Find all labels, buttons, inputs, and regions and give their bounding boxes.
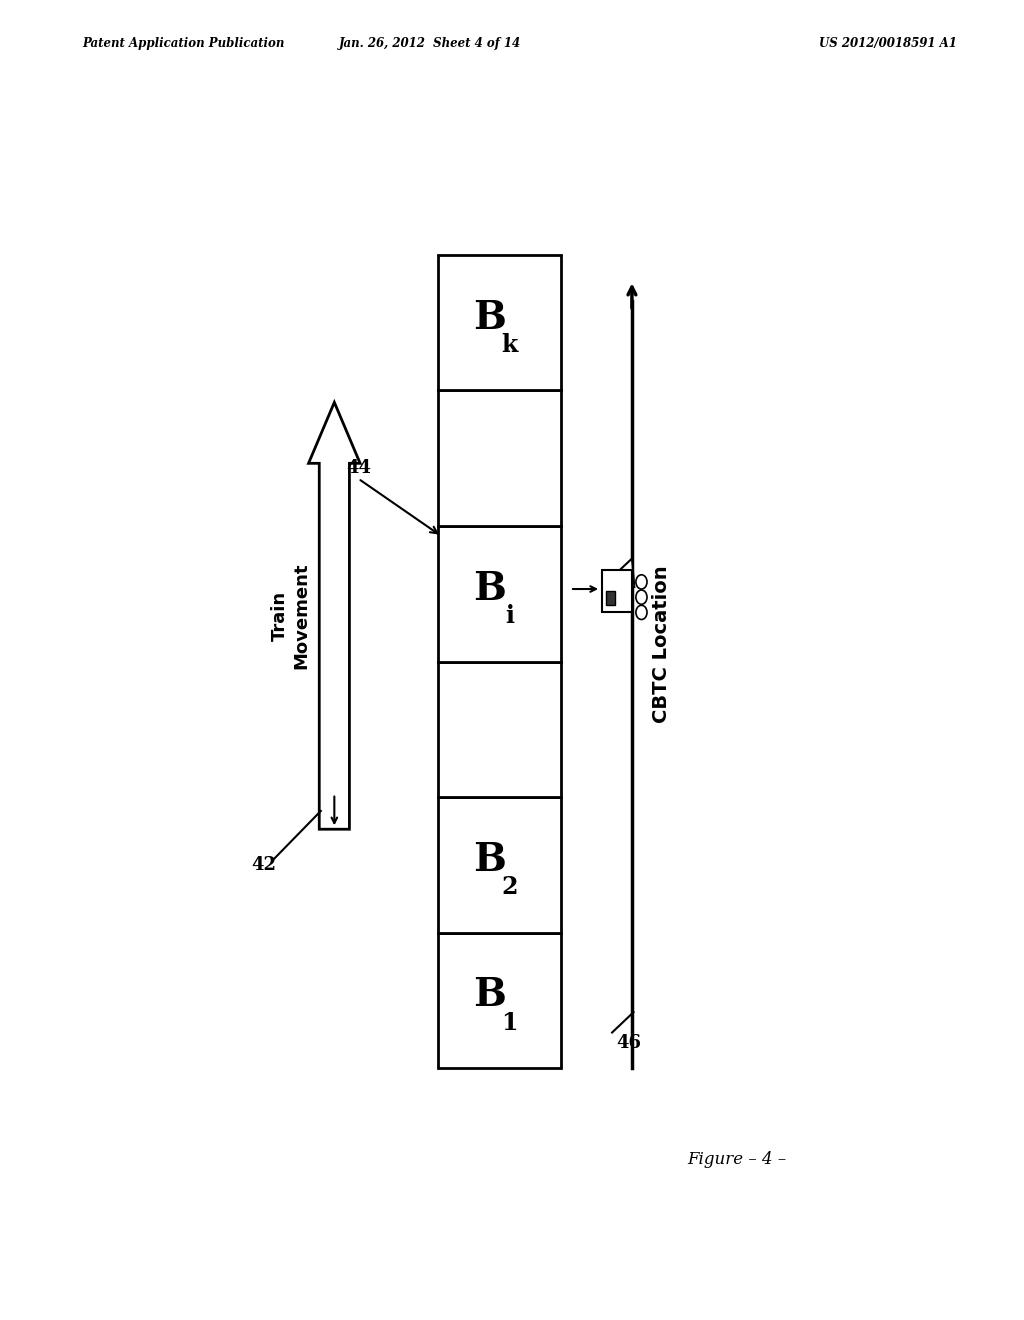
Text: Train
Movement: Train Movement [271,562,310,669]
Bar [437,255,560,391]
Bar [602,570,632,612]
Text: 2: 2 [502,875,518,899]
Text: 42: 42 [251,855,276,874]
Text: i: i [505,605,514,628]
Text: k: k [502,333,518,358]
Bar [437,391,560,525]
Polygon shape [602,558,634,587]
Text: Figure – 4 –: Figure – 4 – [688,1151,786,1168]
Text: 1: 1 [502,1011,518,1035]
Text: B: B [473,977,506,1014]
Bar [437,661,560,797]
Text: 46: 46 [616,1034,641,1052]
Bar [437,525,560,661]
Bar [437,797,560,932]
Text: B: B [473,298,506,337]
Text: 44: 44 [346,459,372,478]
Text: CBTC Location: CBTC Location [652,565,671,722]
Text: Patent Application Publication: Patent Application Publication [82,37,285,50]
Text: B: B [473,570,506,607]
Bar [437,932,560,1068]
Text: Jan. 26, 2012  Sheet 4 of 14: Jan. 26, 2012 Sheet 4 of 14 [339,37,521,50]
Text: US 2012/0018591 A1: US 2012/0018591 A1 [819,37,957,50]
Text: B: B [473,841,506,879]
Bar [606,591,615,606]
Polygon shape [308,403,360,829]
